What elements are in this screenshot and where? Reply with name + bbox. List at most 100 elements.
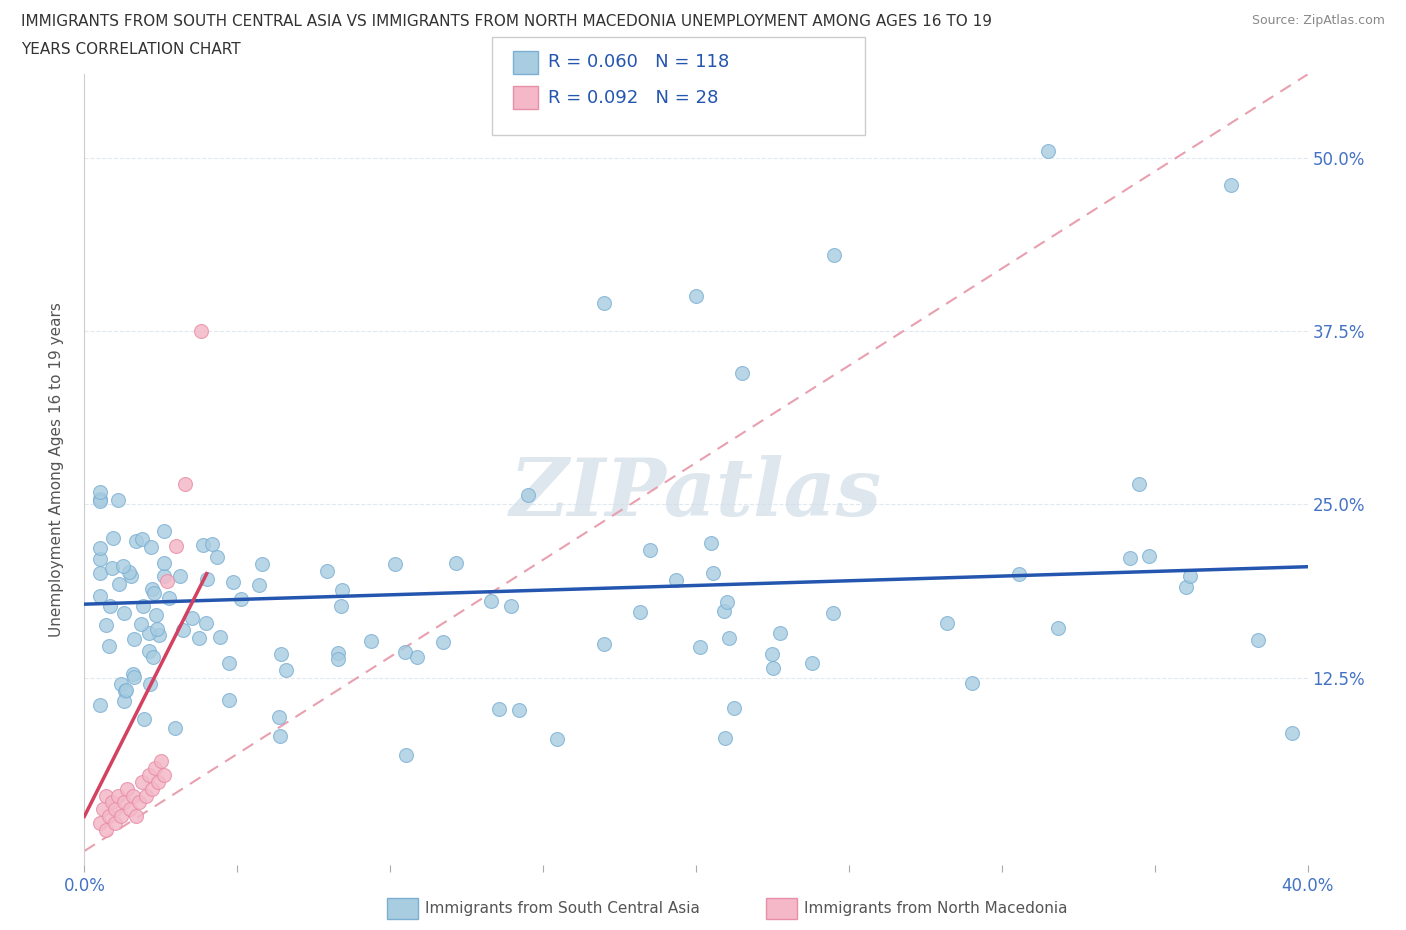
Point <box>89 494 111 509</box>
Point <box>638 542 661 557</box>
Point <box>138 767 160 782</box>
Point <box>432 634 454 649</box>
Point <box>89 540 111 555</box>
Point <box>165 720 187 735</box>
Text: IMMIGRANTS FROM SOUTH CENTRAL ASIA VS IMMIGRANTS FROM NORTH MACEDONIA UNEMPLOYME: IMMIGRANTS FROM SOUTH CENTRAL ASIA VS IM… <box>21 14 993 29</box>
Point <box>713 730 735 745</box>
Point <box>101 531 124 546</box>
Point <box>723 701 745 716</box>
Point <box>702 565 724 580</box>
Point <box>488 701 510 716</box>
Point <box>153 767 176 782</box>
Point <box>132 711 155 726</box>
Point <box>718 631 741 645</box>
Point <box>444 555 467 570</box>
Point <box>115 683 138 698</box>
Point <box>508 702 530 717</box>
Point <box>120 802 142 817</box>
Point <box>89 491 111 506</box>
Point <box>107 788 129 803</box>
Point <box>94 788 117 803</box>
Point <box>148 628 170 643</box>
Point <box>1220 178 1243 193</box>
Point <box>142 586 165 601</box>
Point <box>330 599 353 614</box>
Point <box>269 710 291 724</box>
Point <box>479 593 502 608</box>
Point <box>195 572 218 587</box>
Point <box>98 599 121 614</box>
Point <box>108 577 131 591</box>
Point <box>115 781 138 796</box>
Point <box>94 618 117 632</box>
Point <box>143 761 166 776</box>
Point <box>716 594 738 609</box>
Text: Immigrants from South Central Asia: Immigrants from South Central Asia <box>425 901 700 916</box>
Point <box>384 556 406 571</box>
Point <box>316 564 339 578</box>
Point <box>762 660 785 675</box>
Point <box>149 753 172 768</box>
Point <box>89 816 111 830</box>
Point <box>131 531 153 546</box>
Point <box>122 632 145 647</box>
Point <box>110 809 132 824</box>
Point <box>769 626 792 641</box>
Point <box>120 568 142 583</box>
Point <box>593 296 616 311</box>
Point <box>141 781 163 796</box>
Point <box>181 610 204 625</box>
Point <box>125 809 148 824</box>
Text: ZIPatlas: ZIPatlas <box>510 455 882 532</box>
Point <box>139 677 162 692</box>
Point <box>1047 621 1070 636</box>
Text: YEARS CORRELATION CHART: YEARS CORRELATION CHART <box>21 42 240 57</box>
Point <box>89 589 111 604</box>
Point <box>141 581 163 596</box>
Point <box>110 677 132 692</box>
Point <box>593 637 616 652</box>
Point <box>823 247 845 262</box>
Point <box>229 591 252 606</box>
Point <box>1128 476 1150 491</box>
Point <box>628 604 651 619</box>
Point <box>713 604 735 618</box>
Point <box>190 324 212 339</box>
Point <box>138 644 160 658</box>
Text: Source: ZipAtlas.com: Source: ZipAtlas.com <box>1251 14 1385 27</box>
Point <box>328 652 350 667</box>
Point <box>191 538 214 552</box>
Point <box>394 644 416 659</box>
Point <box>689 640 711 655</box>
Point <box>131 775 153 790</box>
Point <box>1036 143 1059 158</box>
Point <box>101 795 124 810</box>
Text: R = 0.060   N = 118: R = 0.060 N = 118 <box>548 53 730 72</box>
Point <box>935 616 957 631</box>
Point <box>326 645 349 660</box>
Point <box>139 539 162 554</box>
Point <box>209 630 232 644</box>
Point <box>761 647 783 662</box>
Point <box>685 289 707 304</box>
Point <box>665 573 688 588</box>
Point <box>188 631 211 645</box>
Text: Immigrants from North Macedonia: Immigrants from North Macedonia <box>804 901 1067 916</box>
Point <box>1008 566 1031 581</box>
Point <box>269 728 291 743</box>
Point <box>270 646 292 661</box>
Point <box>1174 580 1197 595</box>
Point <box>205 550 228 565</box>
Point <box>1281 725 1303 740</box>
Point <box>330 582 353 597</box>
Point <box>195 616 218 631</box>
Point <box>114 684 136 698</box>
Point <box>276 662 298 677</box>
Point <box>501 598 523 613</box>
Point <box>731 365 754 380</box>
Point <box>960 675 983 690</box>
Point <box>118 565 141 579</box>
Point <box>122 667 145 682</box>
Point <box>94 823 117 838</box>
Point <box>360 633 382 648</box>
